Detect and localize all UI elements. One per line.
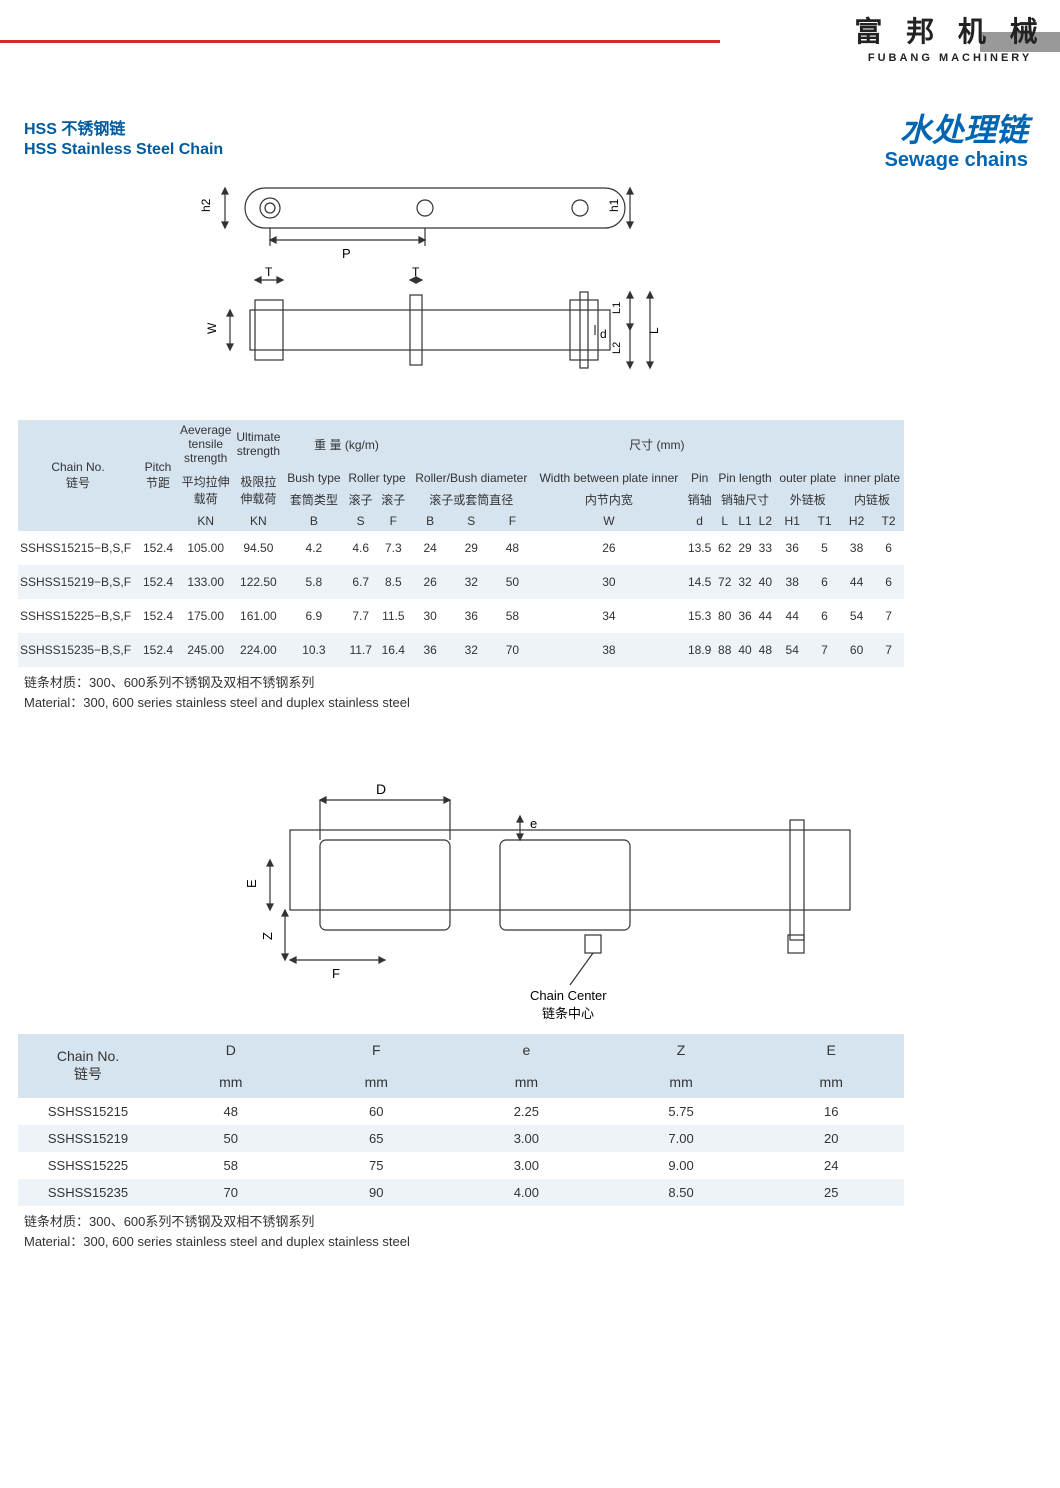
table-row: SSHSS15215−B,S,F152.4105.0094.504.24.67.… bbox=[18, 531, 904, 565]
svg-text:L1: L1 bbox=[611, 302, 623, 314]
table-row: SSHSS1521950653.007.0020 bbox=[18, 1125, 904, 1152]
svg-text:D: D bbox=[376, 781, 386, 797]
material-note-2: 链条材质：300、600系列不锈钢及双相不锈钢系列 Material：300, … bbox=[18, 1212, 904, 1251]
table-row: SSHSS1523570904.008.5025 bbox=[18, 1179, 904, 1206]
spec-table-2: Chain No.链号 D F e Z E mm mm mm mm mm SSH… bbox=[18, 1034, 904, 1251]
svg-text:Z: Z bbox=[260, 932, 275, 940]
table-row: SSHSS1522558753.009.0024 bbox=[18, 1152, 904, 1179]
svg-text:h1: h1 bbox=[607, 198, 621, 212]
brand-block: 富 邦 机 械 FUBANG MACHINERY bbox=[840, 10, 1060, 64]
svg-text:E: E bbox=[244, 879, 259, 888]
table-row: SSHSS15225−B,S,F152.4175.00161.006.97.71… bbox=[18, 599, 904, 633]
brand-name-en: FUBANG MACHINERY bbox=[840, 52, 1060, 64]
svg-text:T: T bbox=[265, 265, 273, 279]
title-left: HSS 不锈钢链 HSS Stainless Steel Chain bbox=[24, 115, 223, 159]
title-right: 水处理链 Sewage chains bbox=[885, 105, 1028, 172]
top-red-line bbox=[0, 40, 720, 43]
title-right-cn: 水处理链 bbox=[885, 105, 1028, 151]
svg-text:F: F bbox=[332, 966, 340, 981]
svg-text:L: L bbox=[647, 327, 661, 334]
svg-text:d: d bbox=[600, 327, 607, 341]
svg-text:L2: L2 bbox=[611, 342, 623, 354]
svg-text:W: W bbox=[205, 322, 219, 334]
table-row: SSHSS15219−B,S,F152.4133.00122.505.86.78… bbox=[18, 565, 904, 599]
chain-diagram-side: h2 h1 P T T W d L L1 L2 bbox=[200, 180, 680, 410]
svg-text:Chain Center: Chain Center bbox=[530, 988, 607, 1003]
chain-diagram-top: D e E Z F Chain Center 链条中心 bbox=[230, 770, 870, 1030]
title-left-en: HSS Stainless Steel Chain bbox=[24, 141, 223, 159]
title-right-en: Sewage chains bbox=[885, 149, 1028, 172]
spec-table-1: Chain No.链号 Pitch节距 Aeverage tensile str… bbox=[18, 420, 904, 712]
material-note-1: 链条材质：300、600系列不锈钢及双相不锈钢系列 Material：300, … bbox=[18, 673, 904, 712]
svg-text:h2: h2 bbox=[200, 198, 213, 212]
svg-text:T: T bbox=[412, 265, 420, 279]
svg-text:P: P bbox=[342, 246, 351, 261]
title-left-cn: HSS 不锈钢链 bbox=[24, 115, 223, 139]
brand-name-cn: 富 邦 机 械 bbox=[840, 10, 1060, 50]
svg-text:链条中心: 链条中心 bbox=[542, 1006, 594, 1021]
table-row: SSHSS15235−B,S,F152.4245.00224.0010.311.… bbox=[18, 633, 904, 667]
table-row: SSHSS1521548602.255.7516 bbox=[18, 1098, 904, 1125]
svg-text:e: e bbox=[530, 816, 537, 831]
